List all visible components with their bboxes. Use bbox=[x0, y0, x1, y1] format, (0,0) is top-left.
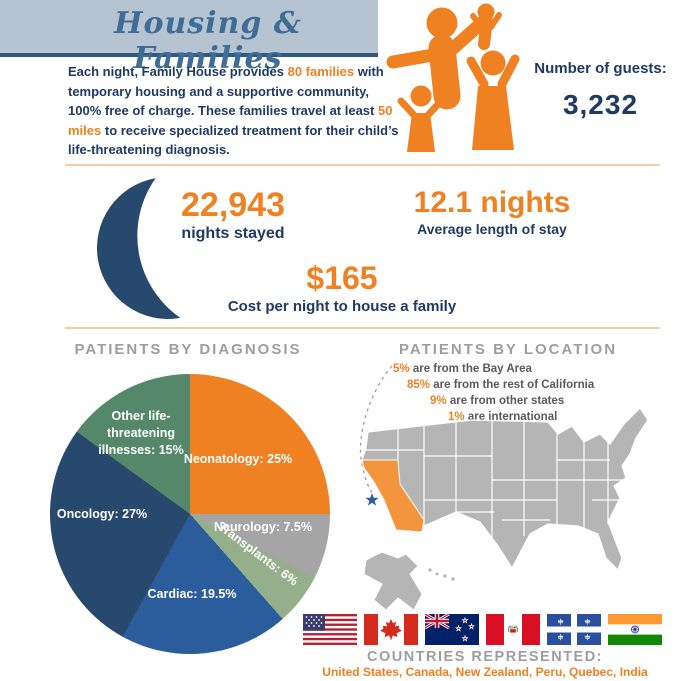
diagnosis-heading: PATIENTS BY DIAGNOSIS bbox=[74, 341, 302, 358]
diagnosis-pie: Neonatology: 25% Neurology: 7.5% Transpl… bbox=[50, 374, 330, 654]
intro-text-segment: with temporary housing and a supportive … bbox=[68, 64, 384, 118]
stat-average-stay: 12.1 nights Average length of stay bbox=[392, 186, 592, 237]
hawaii-islands bbox=[428, 568, 455, 581]
separator-line bbox=[65, 164, 660, 166]
location-line: 9% are from other states bbox=[430, 393, 668, 409]
state-borders bbox=[366, 418, 626, 548]
location-line: 85% are from the rest of California bbox=[407, 377, 668, 393]
intro-highlight: 50 miles bbox=[68, 103, 393, 138]
location-heading: PATIENTS BY LOCATION bbox=[398, 341, 618, 358]
location-breakdown: 5% are from the Bay Area 85% are from th… bbox=[372, 361, 668, 425]
alaska-state bbox=[363, 551, 423, 611]
stat-nights-stayed: 22,943 nights stayed bbox=[148, 186, 318, 243]
family-icon bbox=[386, 3, 520, 152]
flag-united-states-icon bbox=[303, 614, 357, 645]
average-stay-value: 12.1 nights bbox=[413, 186, 571, 219]
california-state-highlight bbox=[361, 459, 425, 533]
nights-stayed-label: nights stayed bbox=[181, 225, 285, 242]
san-francisco-star-icon bbox=[365, 493, 379, 506]
flag-india-icon bbox=[608, 614, 662, 645]
location-text: are from the rest of California bbox=[430, 379, 595, 391]
pie-label-neonatology: Neonatology: 25% bbox=[183, 452, 293, 466]
title-band: Housing & Families bbox=[0, 0, 378, 76]
flag-peru-icon bbox=[486, 614, 540, 645]
dashed-pointer-line bbox=[359, 365, 393, 493]
separator-line bbox=[65, 327, 660, 329]
flag-new-zealand-icon bbox=[425, 614, 479, 645]
location-pct: 85% bbox=[407, 379, 431, 391]
pie-label-neurology: Neurology: 7.5% bbox=[214, 520, 312, 534]
pie-label-other: Other life-threatening illnesses: 15% bbox=[98, 409, 184, 457]
intro-text-segment: to receive specialized treatment for the… bbox=[68, 122, 399, 158]
location-pct: 5% bbox=[393, 363, 410, 375]
us-map bbox=[359, 365, 649, 611]
intro-paragraph: Each night, Family House provides 80 fam… bbox=[68, 62, 400, 160]
pie-label-cardiac: Cardiac: 19.5% bbox=[147, 587, 237, 601]
location-line: 5% are from the Bay Area bbox=[393, 361, 668, 377]
pie-label-oncology: Oncology: 27% bbox=[56, 507, 148, 521]
location-pct: 9% bbox=[430, 395, 447, 407]
intro-text-segment: Each night, Family House provides bbox=[68, 64, 288, 79]
stat-cost-per-night: $165 Cost per night to house a family bbox=[212, 260, 472, 315]
intro-highlight: 80 families bbox=[287, 64, 355, 79]
average-stay-label: Average length of stay bbox=[417, 221, 567, 237]
countries-heading: COUNTRIES REPRESENTED: bbox=[366, 649, 604, 665]
location-pct: 1% bbox=[448, 411, 465, 423]
nights-stayed-value: 22,943 bbox=[181, 186, 285, 224]
number-of-guests: Number of guests: 3,232 bbox=[528, 60, 673, 121]
guests-label: Number of guests: bbox=[534, 60, 667, 77]
location-text: are from the Bay Area bbox=[409, 363, 532, 375]
guests-value: 3,232 bbox=[562, 88, 639, 120]
cost-value: $165 bbox=[306, 260, 378, 296]
continental-us bbox=[361, 407, 649, 571]
page-title: Housing & Families bbox=[114, 6, 302, 76]
flag-canada-icon bbox=[364, 614, 418, 645]
countries-list: United States, Canada, New Zealand, Peru… bbox=[322, 665, 648, 679]
moon-icon bbox=[97, 178, 181, 319]
country-flags-row bbox=[303, 614, 662, 645]
location-text: are from other states bbox=[446, 395, 565, 407]
cost-label: Cost per night to house a family bbox=[227, 298, 457, 315]
flag-quebec-icon bbox=[547, 614, 601, 645]
